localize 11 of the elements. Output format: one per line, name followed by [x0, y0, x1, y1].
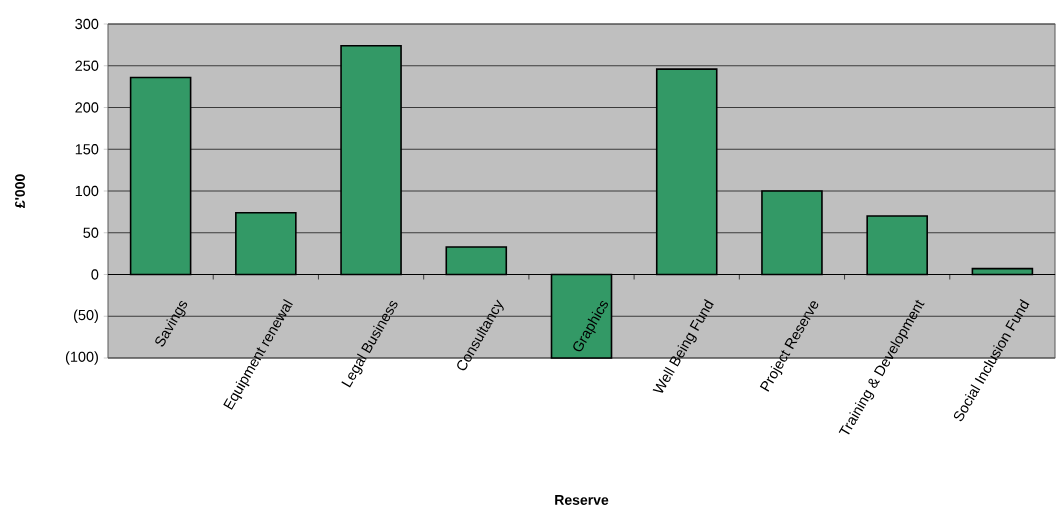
y-tick-label: 100: [75, 185, 99, 197]
y-tick-label: (50): [74, 309, 98, 323]
y-tick-label: 250: [75, 60, 99, 71]
y-tick-label: (100): [65, 351, 98, 365]
y-tick-label: 150: [75, 144, 99, 155]
y-tick-label: 0: [91, 269, 99, 280]
y-tick-label: 50: [83, 227, 99, 238]
y-tick-label: 300: [75, 18, 99, 30]
y-tick-label: 200: [75, 102, 99, 113]
x-axis-title: Reserve: [555, 495, 609, 505]
y-axis-title: £'000: [15, 174, 25, 209]
